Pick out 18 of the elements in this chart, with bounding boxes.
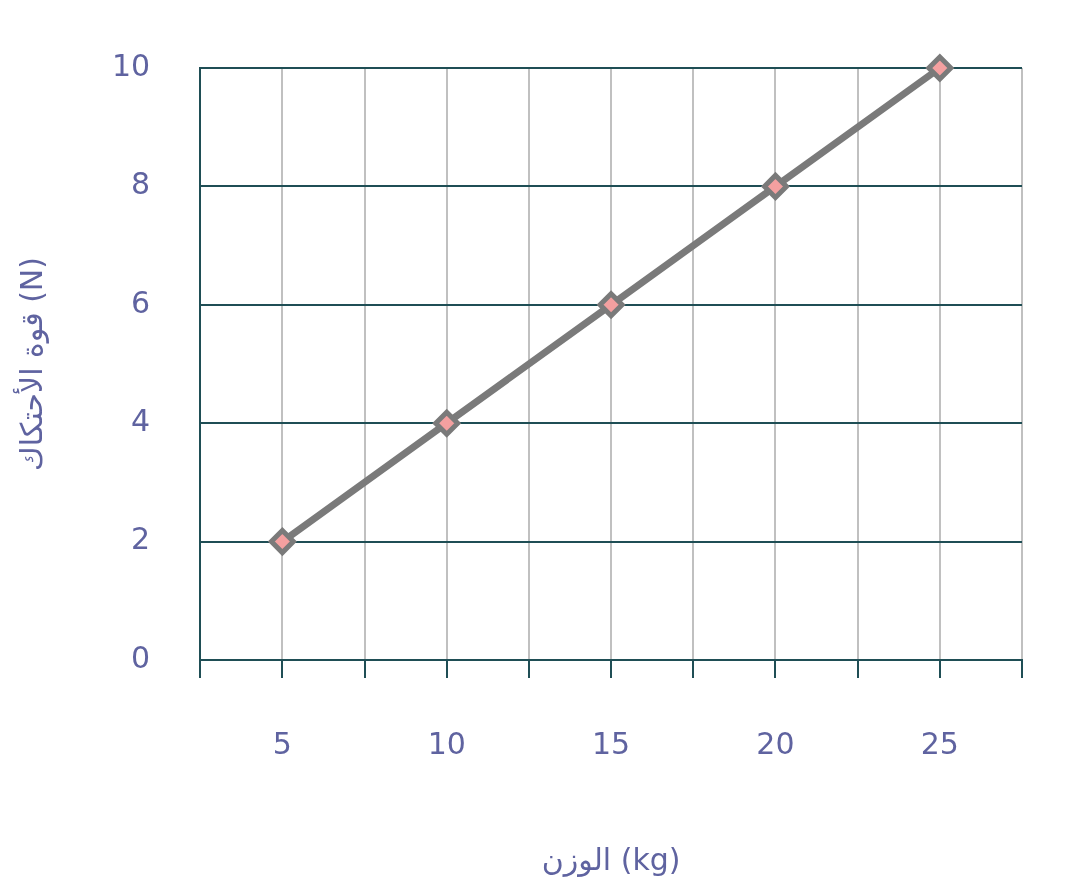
y-tick-label: 0: [131, 639, 151, 675]
point: [926, 54, 954, 82]
y-tick-label: 6: [131, 284, 151, 320]
x-tick-label: 5: [272, 725, 292, 761]
x-tick-label: 15: [591, 725, 631, 761]
x-tick-label: 10: [427, 725, 466, 761]
point: [433, 409, 461, 437]
point: [597, 291, 625, 319]
y-tick-label: 8: [131, 166, 151, 202]
x-tick-label: 25: [920, 725, 959, 761]
point: [761, 172, 789, 200]
point: [268, 528, 296, 556]
y-axis-title: قوة الأحتكاك (N): [11, 257, 49, 471]
y-tick-label: 4: [131, 403, 151, 438]
y-tick-label: 10: [111, 47, 151, 83]
y-tick-label: 2: [131, 521, 151, 557]
x-tick-label: 20: [756, 725, 795, 761]
x-axis-title: الوزن (kg): [541, 841, 681, 877]
